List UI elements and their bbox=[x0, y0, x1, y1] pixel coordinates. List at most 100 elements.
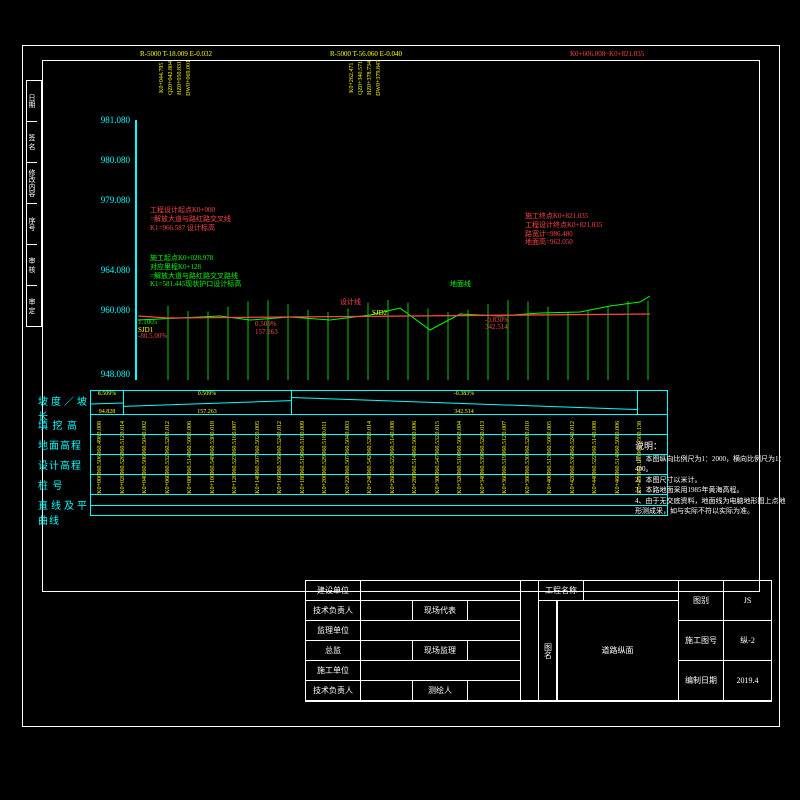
tb-cell: 技术负责人 bbox=[306, 681, 361, 701]
row-value: K0+320 bbox=[457, 474, 463, 494]
slope-seg: 0.509%157.263 bbox=[123, 391, 292, 415]
row-value: 0.010 bbox=[525, 421, 531, 435]
row-label: 桩 号 bbox=[38, 477, 88, 492]
row-value: 0.009 bbox=[300, 421, 306, 435]
line-label: 342.514 bbox=[485, 323, 508, 332]
row-value: 0.006 bbox=[412, 421, 418, 435]
row-value: 960.516 bbox=[232, 435, 238, 455]
row-value: 960.522 bbox=[390, 455, 396, 475]
tb-cell bbox=[361, 681, 413, 701]
row-value: 0.008 bbox=[97, 421, 103, 435]
row-value: K0+400 bbox=[547, 474, 553, 494]
row-value: 0.011 bbox=[322, 421, 328, 434]
row-value: 960.523 bbox=[232, 455, 238, 475]
row-value: 960.514 bbox=[187, 455, 193, 475]
row-value: 960.548 bbox=[210, 455, 216, 475]
line-label: 设计线 bbox=[340, 298, 361, 307]
row-value: 960.508 bbox=[187, 435, 193, 455]
slope-seg: 8.509%94.828 bbox=[91, 391, 124, 415]
y-label: 981.080 bbox=[90, 115, 130, 125]
title-block: 建设单位技术负责人现场代表监理单位总监现场监理施工单位技术负责人测绘人工程名称图… bbox=[305, 580, 772, 702]
row-value: 960.520 bbox=[525, 435, 531, 455]
row-value: 960.507 bbox=[345, 455, 351, 475]
row-value: K0+260 bbox=[390, 474, 396, 494]
tb-cell: JS bbox=[724, 581, 771, 621]
notes-title: 说明： bbox=[635, 440, 790, 454]
row-value: K0+040 bbox=[142, 474, 148, 494]
profile-chart: 981.080980.080979.080964.080960.080948.0… bbox=[90, 120, 650, 380]
text-annotation: 施工起点K0+028.978对应里程K0+128=解放大道与路红路交叉路线K1=… bbox=[150, 254, 241, 289]
y-label: 960.080 bbox=[90, 305, 130, 315]
row-value: 960.542 bbox=[367, 455, 373, 475]
row-value: K0+080 bbox=[187, 474, 193, 494]
row-value: 960.506 bbox=[142, 455, 148, 475]
row-value: K0+180 bbox=[300, 474, 306, 494]
line-label: SJD2 bbox=[372, 309, 387, 318]
row-value: 0.138 bbox=[637, 421, 643, 435]
row-value: 960.508 bbox=[412, 435, 418, 455]
tb-cell: 2019.4 bbox=[724, 661, 771, 701]
row-box bbox=[90, 494, 668, 516]
row-label: 地面高程 bbox=[38, 437, 88, 452]
curve-annotation: K0+606.008~K0+821.035 bbox=[570, 50, 644, 58]
tb-cell bbox=[361, 581, 521, 601]
chart-svg bbox=[90, 120, 650, 380]
tb-cell: 现场代表 bbox=[413, 601, 468, 621]
tb-cell: 道路纵面 bbox=[557, 601, 679, 701]
tb-cell: 现场监理 bbox=[413, 641, 468, 661]
row-value: 960.514 bbox=[615, 455, 621, 475]
row-value: 0.012 bbox=[277, 421, 283, 435]
row-value: 960.507 bbox=[255, 455, 261, 475]
row-value: 960.547 bbox=[435, 455, 441, 475]
row-value: 960.530 bbox=[210, 435, 216, 455]
row-value: K0+200 bbox=[322, 474, 328, 494]
row-value: 960.510 bbox=[457, 455, 463, 475]
row-value: 960.513 bbox=[547, 455, 553, 475]
tb-cell: 施工图号 bbox=[679, 621, 724, 661]
tb-cell: 技术负责人 bbox=[306, 601, 361, 621]
row-value: K0+060 bbox=[165, 474, 171, 494]
row-value: K0+280 bbox=[412, 474, 418, 494]
row-value: 960.519 bbox=[502, 455, 508, 475]
row-value: 960.526 bbox=[120, 455, 126, 475]
tb-cell: 监理单位 bbox=[306, 621, 361, 641]
row-value: K0+420 bbox=[570, 474, 576, 494]
row-value: 0.015 bbox=[435, 421, 441, 435]
tb-cell: 纵-2 bbox=[724, 621, 771, 661]
row-value: 960.524 bbox=[277, 435, 283, 455]
row-value: 960.506 bbox=[97, 455, 103, 475]
row-value: 0.013 bbox=[480, 421, 486, 435]
curve-annotation: R-5000 T-56.060 E-0.040K0+262.471QZ0+340… bbox=[330, 50, 402, 96]
row-value: 960.504 bbox=[142, 435, 148, 455]
row-value: 0.014 bbox=[367, 421, 373, 435]
row-value: K0+020 bbox=[120, 474, 126, 494]
tb-cell: 工程名称 bbox=[539, 581, 584, 601]
tb-cell: 施工单位 bbox=[306, 661, 361, 681]
row-value: 960.532 bbox=[165, 455, 171, 475]
row-value: 0.012 bbox=[165, 421, 171, 435]
tb-cell bbox=[468, 601, 521, 621]
row-value: 960.514 bbox=[390, 435, 396, 455]
row-value: 960.512 bbox=[120, 435, 126, 455]
row-value: 960.529 bbox=[322, 455, 328, 475]
row-value: K0+460 bbox=[615, 474, 621, 494]
row-value: 0.006 bbox=[187, 421, 193, 435]
row-value: 0.004 bbox=[457, 421, 463, 435]
row-box: 960.498960.512960.504960.520960.508960.5… bbox=[90, 434, 668, 455]
tb-cell: 图别 bbox=[679, 581, 724, 621]
row-value: 960.532 bbox=[435, 435, 441, 455]
row-value: 0.008 bbox=[592, 421, 598, 435]
row-value: 960.536 bbox=[570, 455, 576, 475]
row-value: K0+440 bbox=[592, 474, 598, 494]
notes-block: 说明： 1、本图纵向比例尺为1：2000，横向比例尺为1：400。2、本图尺寸以… bbox=[635, 440, 790, 517]
text-annotation: 工程设计起点K0+000=解放大道与路红路交叉线K1=966.587 设计标高 bbox=[150, 206, 231, 232]
row-value: 960.508 bbox=[547, 435, 553, 455]
row-label: 直线及平曲线 bbox=[38, 497, 88, 527]
y-label: 980.080 bbox=[90, 155, 130, 165]
row-label: 设计高程 bbox=[38, 457, 88, 472]
line-label: 地面线 bbox=[450, 280, 471, 289]
tb-cell bbox=[361, 621, 521, 641]
row-box: 960.506 960.526 960.506 960.532 960.514 960.5… bbox=[90, 454, 668, 475]
row-value: 960.512 bbox=[502, 435, 508, 455]
row-value: 960.526 bbox=[480, 435, 486, 455]
